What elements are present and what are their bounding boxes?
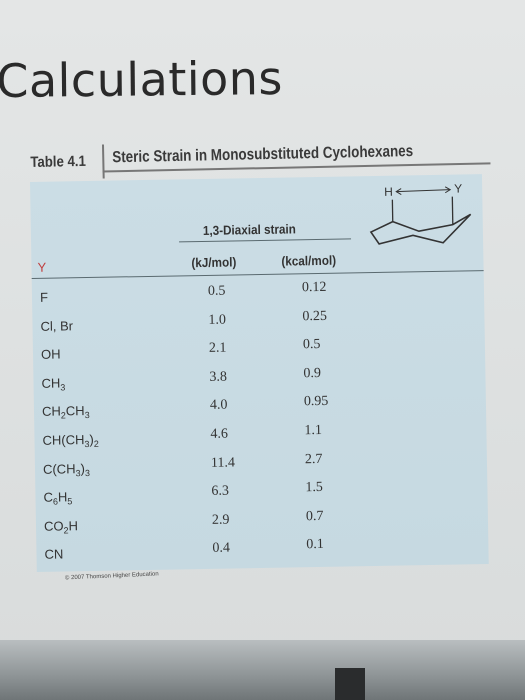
row-substituent: CH(CH3)2: [42, 432, 99, 450]
row-kcal-value: 1.1: [304, 422, 323, 439]
diagram-arrow-shaft: [396, 189, 451, 193]
column-header-kj: (kJ/mol): [191, 254, 237, 271]
formula-text: CH: [65, 403, 85, 419]
row-substituent: F: [39, 289, 49, 305]
row-kcal-value: 0.5: [302, 337, 321, 353]
row-substituent: C6H5: [43, 489, 72, 507]
row-kj-value: 3.8: [209, 369, 228, 385]
row-substituent: C(CH3)3: [43, 461, 90, 479]
row-kcal-value: 1.5: [305, 480, 324, 496]
row-substituent: CO2H: [44, 518, 78, 536]
column-header-kcal: (kcal/mol): [281, 252, 337, 269]
column-header-y: Y: [37, 259, 47, 275]
row-kj-value: 4.6: [210, 426, 229, 442]
formula-text: CH: [41, 375, 61, 391]
formula-subscript: 3: [60, 382, 66, 393]
diagram-h-label: H: [384, 185, 393, 199]
cyclohexane-chair-diagram: H Y: [369, 181, 472, 245]
row-kj-value: 4.0: [209, 397, 228, 414]
page-title: Calculations: [0, 50, 284, 108]
row-kj-value: 0.5: [207, 283, 226, 299]
diagram-chair-ring: [369, 213, 472, 245]
row-kcal-value: 0.25: [302, 308, 328, 324]
row-kcal-value: 0.7: [305, 508, 324, 525]
formula-subscript: 3: [84, 467, 91, 478]
caption-divider: [101, 144, 105, 179]
formula-text: CH: [41, 403, 61, 420]
row-kcal-value: 0.95: [303, 394, 329, 410]
formula-text: H: [68, 518, 79, 534]
row-kcal-value: 0.12: [301, 279, 327, 296]
row-kj-value: 2.1: [208, 340, 227, 357]
row-kcal-value: 0.1: [306, 537, 325, 553]
row-substituent: OH: [40, 346, 61, 363]
dark-object: [335, 668, 365, 700]
diagram-y-label: Y: [454, 181, 462, 195]
formula-text: CO: [43, 518, 64, 534]
formula-subscript: 5: [67, 496, 73, 507]
group-header-rule: [179, 238, 352, 243]
row-substituent: Cl, Br: [40, 317, 74, 334]
row-kcal-value: 0.9: [303, 365, 322, 382]
row-kj-value: 11.4: [210, 455, 236, 471]
row-kcal-value: 2.7: [304, 451, 323, 467]
table-panel: H Y 1,3-Diaxial strain Y (kJ/mol) (kcal/…: [30, 174, 489, 581]
column-group-header: 1,3-Diaxial strain: [202, 221, 296, 238]
diagram-arrow-right-head: [444, 186, 452, 194]
formula-subscript: 3: [84, 410, 90, 421]
row-kj-value: 2.9: [211, 512, 230, 528]
table-caption: Steric Strain in Monosubstituted Cyclohe…: [112, 142, 414, 167]
table-number: Table 4.1: [30, 152, 87, 171]
row-substituent: CN: [44, 546, 64, 563]
row-kj-value: 1.0: [208, 312, 227, 328]
row-substituent: CH3: [41, 375, 65, 392]
desk-surface: [0, 640, 525, 700]
row-kj-value: 6.3: [211, 483, 230, 500]
row-kj-value: 0.4: [212, 540, 231, 557]
formula-text: C(CH: [42, 460, 76, 477]
formula-text: CH(CH: [42, 432, 85, 448]
formula-text: H: [57, 489, 68, 505]
formula-subscript: 2: [93, 438, 99, 449]
row-substituent: CH2CH3: [42, 403, 90, 421]
diagram-arrow-left-head: [395, 188, 402, 195]
column-header-rule: [31, 270, 484, 280]
